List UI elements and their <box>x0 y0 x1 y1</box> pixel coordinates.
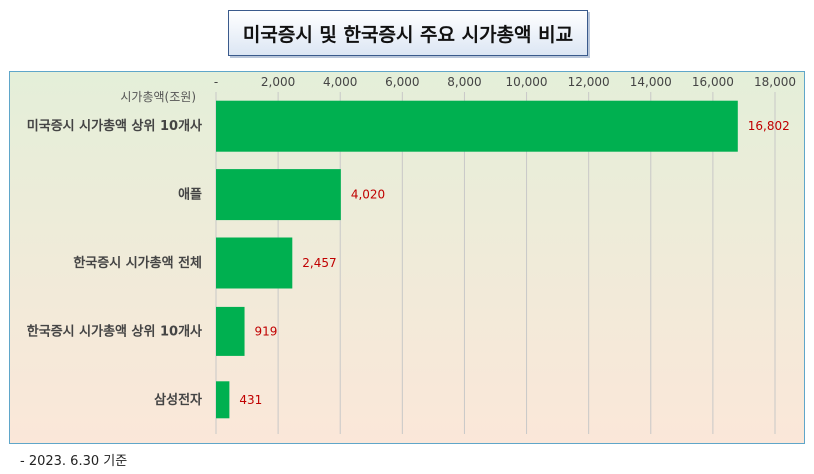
x-tick-label: 4,000 <box>323 75 357 89</box>
x-tick-label: 16,000 <box>692 75 734 89</box>
x-tick-label: 12,000 <box>568 75 610 89</box>
x-tick-label: 6,000 <box>385 75 419 89</box>
bar <box>216 381 230 419</box>
data-label: 2,457 <box>302 256 336 270</box>
footnote: - 2023. 6.30 기준 <box>20 454 128 469</box>
category-label: 애플 <box>178 187 202 203</box>
x-tick-label: 2,000 <box>261 75 295 89</box>
bar-chart: - 2,000 4,000 6,000 8,000 10,000 12,000 14,000 1… <box>27 75 796 434</box>
chart-area: - 2,000 4,000 6,000 8,000 10,000 12,000 14,000 1… <box>9 71 805 444</box>
x-tick-label: - <box>214 75 218 89</box>
data-label: 431 <box>239 393 262 407</box>
x-tick-label: 14,000 <box>630 75 672 89</box>
chart-title: 미국증시 및 한국증시 주요 시가총액 비교 <box>228 10 588 56</box>
bar <box>216 306 245 356</box>
data-label: 919 <box>255 324 278 338</box>
category-label: 미국증시 시가총액 상위 10개사 <box>27 118 202 134</box>
bars <box>216 100 738 419</box>
x-tick-label: 18,000 <box>754 75 796 89</box>
category-label: 한국증시 시가총액 상위 10개사 <box>27 323 202 339</box>
bar <box>216 169 341 221</box>
unit-label: 시가총액(조원) <box>120 90 196 104</box>
data-label: 4,020 <box>351 188 385 202</box>
data-label: 16,802 <box>748 119 790 133</box>
x-tick-label: 8,000 <box>447 75 481 89</box>
x-axis-ticks: - 2,000 4,000 6,000 8,000 10,000 12,000 14,000 1… <box>214 75 796 89</box>
x-tick-label: 10,000 <box>506 75 548 89</box>
category-label: 한국증시 시가총액 전체 <box>73 255 202 271</box>
category-label: 삼성전자 <box>154 392 202 408</box>
bar <box>216 237 293 289</box>
data-labels: 16,802 4,020 2,457 919 431 <box>239 119 789 407</box>
bar <box>216 100 738 152</box>
